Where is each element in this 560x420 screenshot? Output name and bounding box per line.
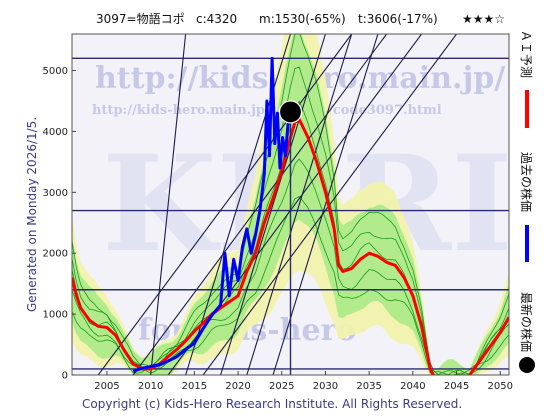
trend-line — [220, 34, 326, 375]
x-tick-label: 2015 — [182, 381, 207, 392]
generated-date-label: Generated on Monday 2026/1/5. — [25, 117, 39, 312]
y-tick-label: 5000 — [43, 66, 68, 77]
x-tick-label: 2035 — [356, 381, 381, 392]
x-tick-label: 2030 — [313, 381, 338, 392]
current-price: c:4320 — [196, 12, 237, 26]
trend-line — [150, 34, 187, 375]
target-info: t:3606(-17%) — [358, 12, 438, 26]
legend-latest-swatch — [519, 357, 535, 373]
y-tick-label: 2000 — [43, 249, 68, 260]
rating-stars: ★★★☆ — [462, 12, 505, 26]
past-price-line — [132, 56, 292, 373]
x-tick-label: 2045 — [444, 381, 469, 392]
x-tick-label: 2010 — [138, 381, 163, 392]
x-tick-label: 2050 — [488, 381, 513, 392]
legend: ＡＩ予測 過去の株価 最新の株価 — [519, 30, 535, 373]
legend-latest-label: 最新の株価 — [519, 292, 534, 352]
copyright-footer: Copyright (c) Kids-Hero Research Institu… — [82, 397, 462, 411]
x-tick-label: 2005 — [94, 381, 119, 392]
plot-frame — [71, 33, 510, 376]
y-tick-label: 3000 — [43, 188, 68, 199]
y-tick-label: 4000 — [43, 127, 68, 138]
latest-price-marker — [278, 100, 303, 124]
max-info: m:1530(-65%) — [259, 12, 346, 26]
y-tick-label: 0 — [62, 371, 68, 382]
legend-past-label: 過去の株価 — [519, 152, 534, 212]
y-axis-ticks: 0 1000 2000 3000 4000 5000 — [43, 66, 76, 382]
trend-line — [246, 34, 353, 375]
x-tick-label: 2040 — [400, 381, 425, 392]
y-tick-label: 1000 — [43, 310, 68, 321]
chart-header: 3097=物語コポ c:4320 m:1530(-65%) t:3606(-17… — [96, 11, 505, 26]
x-tick-label: 2020 — [225, 381, 250, 392]
trend-line — [97, 34, 353, 375]
legend-ai-label: ＡＩ予測 — [519, 30, 533, 78]
x-tick-label: 2025 — [269, 381, 294, 392]
x-axis-ticks: 2005 2010 2015 2020 2025 2030 2035 2040 2045 2050 — [94, 371, 513, 392]
stock-code-name: 3097=物語コポ — [96, 11, 185, 26]
